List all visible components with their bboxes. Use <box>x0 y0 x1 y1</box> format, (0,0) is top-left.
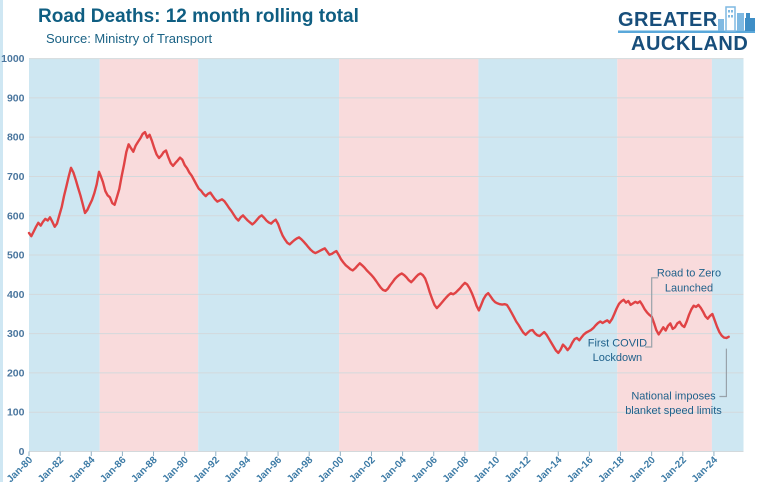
y-axis-tick-label: 900 <box>7 92 25 104</box>
chart-title: Road Deaths: 12 month rolling total <box>38 6 359 27</box>
y-axis-tick-label: 1000 <box>1 53 25 65</box>
chart-subtitle: Source: Ministry of Transport <box>46 31 213 46</box>
annotation-text: blanket speed limits <box>625 405 722 417</box>
series-line <box>27 130 730 355</box>
x-axis-tick-label: Jan-94 <box>223 455 253 485</box>
y-axis-tick-label: 0 <box>19 446 25 458</box>
x-axis-tick-label: Jan-18 <box>596 455 626 485</box>
x-axis-tick-label: Jan-04 <box>379 455 409 485</box>
x-axis-tick-label: Jan-88 <box>129 455 159 485</box>
city-skyline-icon <box>718 6 755 32</box>
y-axis-tick-label: 500 <box>7 250 25 262</box>
x-axis-tick-label: Jan-82 <box>36 455 66 485</box>
x-axis-tick-label: Jan-84 <box>67 455 97 485</box>
greater-auckland-logo[interactable]: GREATER AUCKLAND <box>618 5 758 58</box>
logo-underline <box>618 30 755 33</box>
annotation-text: Launched <box>665 282 713 294</box>
y-axis-tick-label: 700 <box>7 171 25 183</box>
x-axis-tick-label: Jan-20 <box>628 455 658 485</box>
x-axis-tick-label: Jan-02 <box>347 455 377 485</box>
x-axis-tick-label: Jan-86 <box>98 455 128 485</box>
y-axis-tick-label: 800 <box>7 132 25 144</box>
x-axis-tick-label: Jan-00 <box>316 455 346 485</box>
x-axis-tick-label: Jan-16 <box>565 455 595 485</box>
x-axis-tick-label: Jan-92 <box>192 455 222 485</box>
x-axis-tick-label: Jan-14 <box>534 455 564 485</box>
page-edge-stripe <box>0 0 3 482</box>
x-axis-tick-label: Jan-98 <box>285 455 315 485</box>
y-axis-tick-label: 200 <box>7 367 25 379</box>
annotation-leader-line <box>719 348 728 398</box>
annotation-text: Lockdown <box>593 352 643 364</box>
logo-text-auckland: AUCKLAND <box>631 33 748 53</box>
x-axis-tick-label: Jan-06 <box>410 455 440 485</box>
x-axis-tick-label: Jan-10 <box>472 455 502 485</box>
y-axis-tick-label: 300 <box>7 328 25 340</box>
x-axis-tick-label: Jan-22 <box>659 455 689 485</box>
x-axis-tick-label: Jan-80 <box>5 455 35 485</box>
logo-text-greater: GREATER <box>618 9 718 31</box>
annotation-text: First COVID <box>588 337 647 349</box>
x-axis-tick-label: Jan-90 <box>161 455 191 485</box>
x-axis-tick-label: Jan-08 <box>441 455 471 485</box>
annotation-text: National imposes <box>631 390 716 402</box>
annotation-text: Road to Zero <box>657 268 721 280</box>
y-axis-tick-label: 600 <box>7 210 25 222</box>
annotation-leader-line <box>645 277 659 348</box>
x-axis-tick-label: Jan-96 <box>254 455 284 485</box>
y-axis-tick-label: 100 <box>7 407 25 419</box>
x-axis-tick-label: Jan-24 <box>690 455 720 485</box>
x-axis-tick-label: Jan-12 <box>503 455 533 485</box>
y-axis-tick-label: 400 <box>7 289 25 301</box>
